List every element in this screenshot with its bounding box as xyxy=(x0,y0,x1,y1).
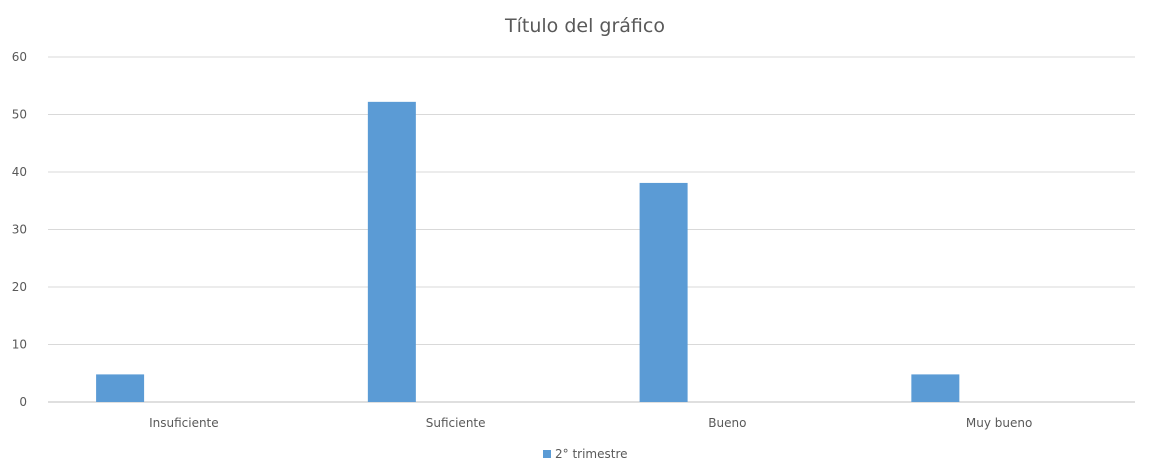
chart-title: Título del gráfico xyxy=(504,15,665,37)
y-axis-ticks: 0 10 20 30 40 50 60 xyxy=(12,50,27,409)
y-tick-label: 10 xyxy=(12,338,27,352)
bar-suficiente xyxy=(367,101,416,402)
y-tick-label: 60 xyxy=(12,50,27,64)
bars xyxy=(96,101,960,402)
y-tick-label: 20 xyxy=(12,280,27,294)
bar-insuficiente xyxy=(96,374,145,402)
legend-swatch xyxy=(543,450,551,458)
grid-layer xyxy=(48,56,1135,403)
legend-label: 2° trimestre xyxy=(555,447,628,461)
y-tick-label: 40 xyxy=(12,165,27,179)
y-tick-label: 0 xyxy=(19,395,27,409)
x-tick-label: Insuficiente xyxy=(149,416,219,430)
x-tick-label: Muy bueno xyxy=(966,416,1032,430)
legend: 2° trimestre xyxy=(543,447,628,461)
x-tick-label: Suficiente xyxy=(426,416,486,430)
bar-bueno xyxy=(639,182,688,402)
x-axis-ticks: Insuficiente Suficiente Bueno Muy bueno xyxy=(149,416,1032,430)
bar-muy-bueno xyxy=(911,374,960,402)
y-tick-label: 50 xyxy=(12,108,27,122)
y-tick-label: 30 xyxy=(12,223,27,237)
x-tick-label: Bueno xyxy=(708,416,746,430)
